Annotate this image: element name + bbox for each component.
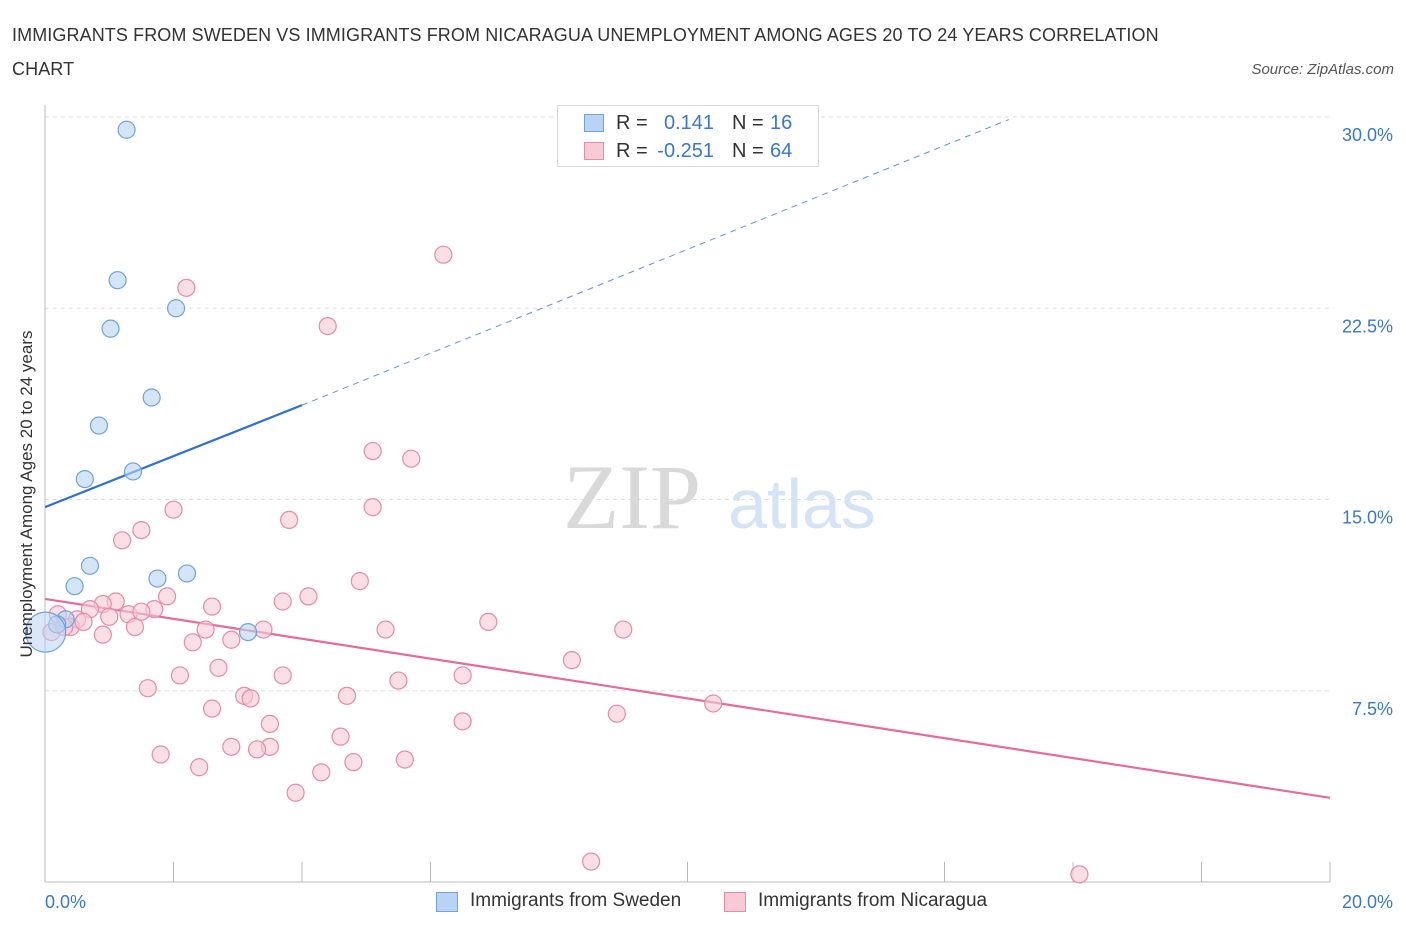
point-nicaragua — [157, 587, 177, 606]
point-nicaragua — [196, 620, 215, 639]
point-nicaragua — [704, 694, 723, 713]
point-nicaragua — [100, 607, 119, 626]
tick-labels: 7.5% 15.0% 22.5% 30.0% 0.0% 20.0% — [45, 125, 1393, 912]
legend-label-sweden: Immigrants from Sweden — [470, 890, 682, 911]
point-sweden — [80, 556, 100, 575]
point-sweden — [75, 470, 94, 489]
point-nicaragua — [395, 750, 414, 769]
point-nicaragua — [350, 571, 369, 591]
y-tick-label: 30.0% — [1342, 125, 1393, 145]
point-nicaragua — [299, 587, 318, 606]
point-nicaragua — [138, 679, 157, 698]
source-credit: Source: ZipAtlas.com — [1251, 61, 1394, 78]
point-nicaragua — [222, 737, 241, 756]
correlation-legend: R = 0.141 N = 16 R = -0.251 N = 64 — [557, 105, 819, 167]
data-points — [25, 120, 1089, 884]
r-label: R = — [616, 112, 648, 134]
watermark: ZIP atlas — [563, 446, 876, 548]
point-nicaragua — [562, 651, 581, 670]
point-nicaragua — [1070, 865, 1089, 884]
watermark-atlas: atlas — [728, 465, 876, 543]
r-value: 0.141 — [663, 112, 714, 134]
point-sweden — [166, 299, 186, 318]
point-nicaragua — [318, 317, 337, 336]
n-value: 16 — [770, 112, 793, 134]
point-nicaragua — [177, 278, 196, 297]
point-nicaragua — [434, 245, 453, 264]
point-nicaragua — [222, 630, 241, 649]
point-nicaragua — [170, 666, 190, 685]
n-label: N = — [732, 112, 764, 134]
point-nicaragua — [273, 666, 292, 685]
y-tick-label: 22.5% — [1342, 316, 1393, 336]
point-nicaragua — [273, 592, 292, 611]
point-nicaragua — [453, 666, 472, 685]
point-nicaragua — [582, 852, 601, 871]
point-nicaragua — [607, 704, 626, 723]
point-nicaragua — [93, 625, 112, 644]
gridlines — [45, 116, 1330, 692]
point-sweden — [89, 416, 109, 435]
point-nicaragua — [74, 612, 93, 632]
x-tick-label: 20.0% — [1342, 892, 1393, 912]
point-sweden — [108, 271, 127, 290]
point-nicaragua — [254, 620, 273, 639]
y-tick-label: 7.5% — [1352, 699, 1393, 719]
x-tick-label: 0.0% — [45, 892, 86, 912]
point-nicaragua — [331, 727, 350, 746]
point-nicaragua — [389, 671, 408, 690]
y-tick-label: 15.0% — [1342, 508, 1393, 528]
point-sweden — [123, 462, 143, 481]
point-nicaragua — [337, 686, 357, 705]
legend-swatch-nicaragua — [584, 142, 604, 160]
point-sweden — [117, 120, 136, 139]
point-nicaragua — [202, 597, 222, 616]
legend-swatch-sweden — [584, 114, 604, 132]
n-value: 64 — [770, 140, 793, 162]
point-nicaragua — [376, 620, 395, 639]
point-nicaragua — [151, 745, 170, 764]
point-nicaragua — [260, 714, 279, 734]
point-nicaragua — [241, 689, 260, 708]
legend-label-nicaragua: Immigrants from Nicaragua — [758, 890, 988, 911]
point-nicaragua — [363, 441, 382, 461]
legend-swatch-nicaragua — [724, 892, 746, 912]
point-nicaragua — [479, 612, 498, 632]
point-sweden — [142, 388, 161, 407]
point-nicaragua — [112, 531, 132, 550]
point-nicaragua — [363, 498, 382, 517]
point-nicaragua — [132, 520, 151, 540]
point-nicaragua — [202, 699, 222, 718]
point-nicaragua — [247, 740, 267, 759]
legend-swatch-sweden — [436, 892, 458, 912]
point-nicaragua — [280, 510, 299, 530]
point-nicaragua — [402, 449, 421, 468]
trend-line-sweden — [44, 404, 303, 509]
point-nicaragua — [125, 617, 145, 637]
point-nicaragua — [453, 712, 472, 731]
point-nicaragua — [312, 763, 331, 782]
n-label: N = — [732, 140, 764, 162]
watermark-zip: ZIP — [563, 446, 701, 548]
point-nicaragua — [132, 602, 151, 621]
point-nicaragua — [286, 783, 305, 802]
point-nicaragua — [183, 633, 202, 652]
point-nicaragua — [190, 758, 209, 777]
point-sweden — [101, 319, 120, 338]
point-sweden — [238, 622, 258, 642]
y-axis-label: Unemployment Among Ages 20 to 24 years — [17, 330, 36, 658]
point-nicaragua — [614, 620, 633, 639]
point-nicaragua — [209, 658, 228, 677]
point-sweden — [25, 611, 67, 653]
point-sweden — [148, 569, 167, 588]
point-sweden — [177, 564, 197, 583]
point-nicaragua — [344, 753, 363, 772]
point-nicaragua — [164, 500, 183, 519]
r-label: R = — [616, 140, 648, 162]
r-value: -0.251 — [657, 140, 714, 162]
chart-title: IMMIGRANTS FROM SWEDEN VS IMMIGRANTS FRO… — [12, 25, 1159, 79]
point-sweden — [65, 577, 84, 596]
